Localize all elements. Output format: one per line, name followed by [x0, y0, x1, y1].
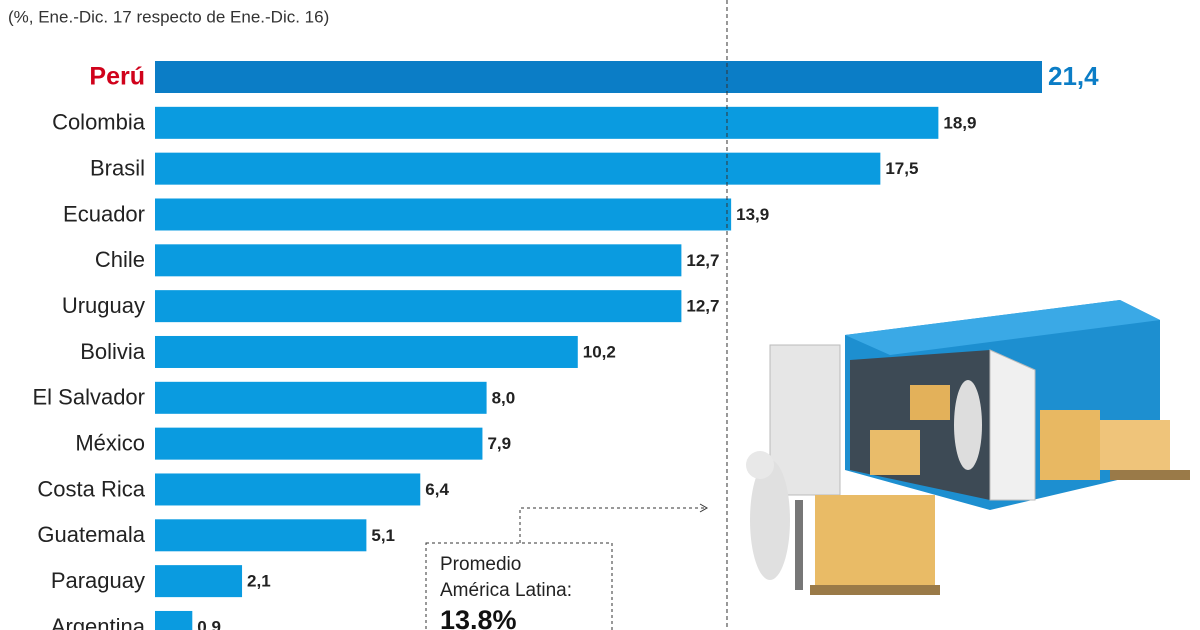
category-label: Bolivia: [80, 339, 146, 364]
bar: [155, 427, 483, 460]
bar: [155, 381, 487, 414]
bar: [155, 565, 243, 598]
category-label: Brasil: [90, 155, 145, 180]
value-label: 12,7: [686, 297, 719, 316]
value-label: 2,1: [247, 572, 271, 591]
bar: [155, 335, 578, 368]
annotation-value: 13.8%: [440, 605, 517, 630]
value-label: 6,4: [425, 480, 449, 499]
bar: [155, 61, 1042, 93]
bar: [155, 290, 682, 323]
bar: [155, 519, 367, 552]
value-label: 18,9: [943, 113, 976, 132]
category-label: Chile: [95, 247, 145, 272]
illustration: [746, 300, 1190, 595]
annotation-connector: [519, 507, 704, 543]
category-label: Uruguay: [62, 293, 145, 318]
annotation-text: Promedio: [440, 554, 521, 575]
category-label: Perú: [89, 63, 145, 91]
category-label: Costa Rica: [37, 476, 145, 501]
category-label: Paraguay: [51, 568, 145, 593]
category-label: Ecuador: [63, 201, 145, 226]
bar: [155, 198, 732, 231]
category-label: México: [75, 430, 145, 455]
chart-subtitle: (%, Ene.-Dic. 17 respecto de Ene.-Dic. 1…: [8, 7, 329, 26]
category-label: El Salvador: [32, 385, 145, 410]
annotation-arrow: [699, 503, 709, 513]
bar: [155, 152, 881, 185]
category-label: Guatemala: [37, 522, 145, 547]
bar: [155, 473, 421, 506]
value-label: 5,1: [371, 526, 395, 545]
category-label: Argentina: [51, 614, 146, 630]
bar: [155, 244, 682, 277]
bar: [155, 610, 193, 630]
category-label: Colombia: [52, 110, 146, 135]
value-label: 12,7: [686, 251, 719, 270]
value-label: 0,9: [197, 617, 221, 630]
bar: [155, 106, 939, 139]
value-label: 10,2: [583, 342, 616, 361]
value-label: 7,9: [487, 434, 511, 453]
value-label: 21,4: [1048, 61, 1099, 91]
annotation-box: [425, 542, 613, 630]
value-label: 13,9: [736, 205, 769, 224]
annotation-text: América Latina:: [440, 580, 572, 601]
value-label: 17,5: [885, 159, 918, 178]
value-label: 8,0: [492, 388, 516, 407]
